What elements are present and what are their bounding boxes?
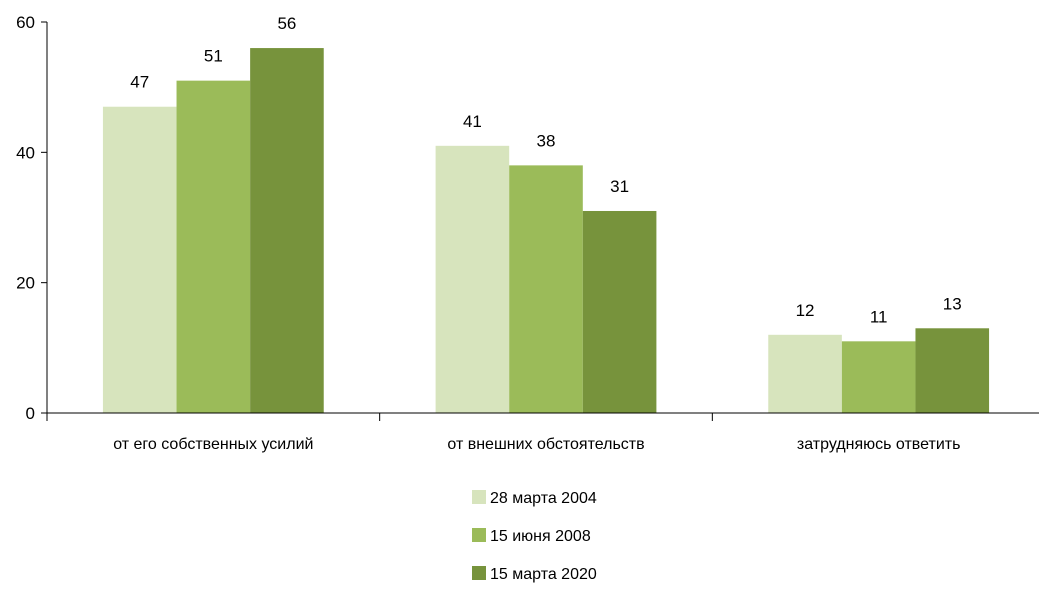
legend: 28 марта 2004 15 июня 2008 15 марта 2020 [472, 490, 597, 583]
category-label: затрудняюсь ответить [797, 436, 961, 453]
bars-group [102, 48, 990, 414]
y-tick-label: 40 [16, 143, 35, 162]
bar-3-series-3 [915, 328, 990, 413]
bar-2-series-1 [435, 145, 510, 414]
legend-swatch [472, 566, 486, 580]
y-tick-label: 0 [26, 404, 35, 423]
bar-1-series-2 [176, 80, 251, 414]
data-labels-group: 47 51 56 41 38 31 12 11 13 [130, 14, 961, 326]
data-label: 41 [463, 112, 482, 131]
bar-1-series-1 [102, 106, 177, 413]
legend-swatch [472, 490, 486, 504]
data-label: 12 [796, 301, 815, 320]
bar-2-series-2 [509, 165, 583, 413]
y-tick-label: 20 [16, 274, 35, 293]
x-ticks-group: от его собственных усилий от внешних обст… [46, 413, 961, 453]
data-label: 13 [943, 294, 962, 313]
data-label: 11 [870, 307, 888, 326]
legend-label: 28 марта 2004 [490, 490, 597, 507]
data-label: 51 [204, 47, 223, 66]
bar-1-series-3 [250, 48, 324, 414]
y-ticks-group: 0 20 40 60 [16, 13, 47, 423]
category-label: от внешних обстоятельств [447, 436, 644, 453]
category-label: от его собственных усилий [113, 436, 313, 453]
bar-2-series-3 [582, 210, 657, 413]
bar-3-series-1 [768, 334, 842, 413]
data-label: 31 [610, 177, 629, 196]
data-label: 38 [537, 131, 556, 150]
y-tick-label: 60 [16, 13, 35, 32]
data-label: 47 [130, 73, 149, 92]
data-label: 56 [277, 14, 296, 33]
axes-group [46, 22, 1039, 414]
bar-3-series-2 [841, 341, 916, 413]
legend-swatch [472, 528, 486, 542]
legend-label: 15 марта 2020 [490, 566, 597, 583]
legend-label: 15 июня 2008 [490, 528, 591, 545]
